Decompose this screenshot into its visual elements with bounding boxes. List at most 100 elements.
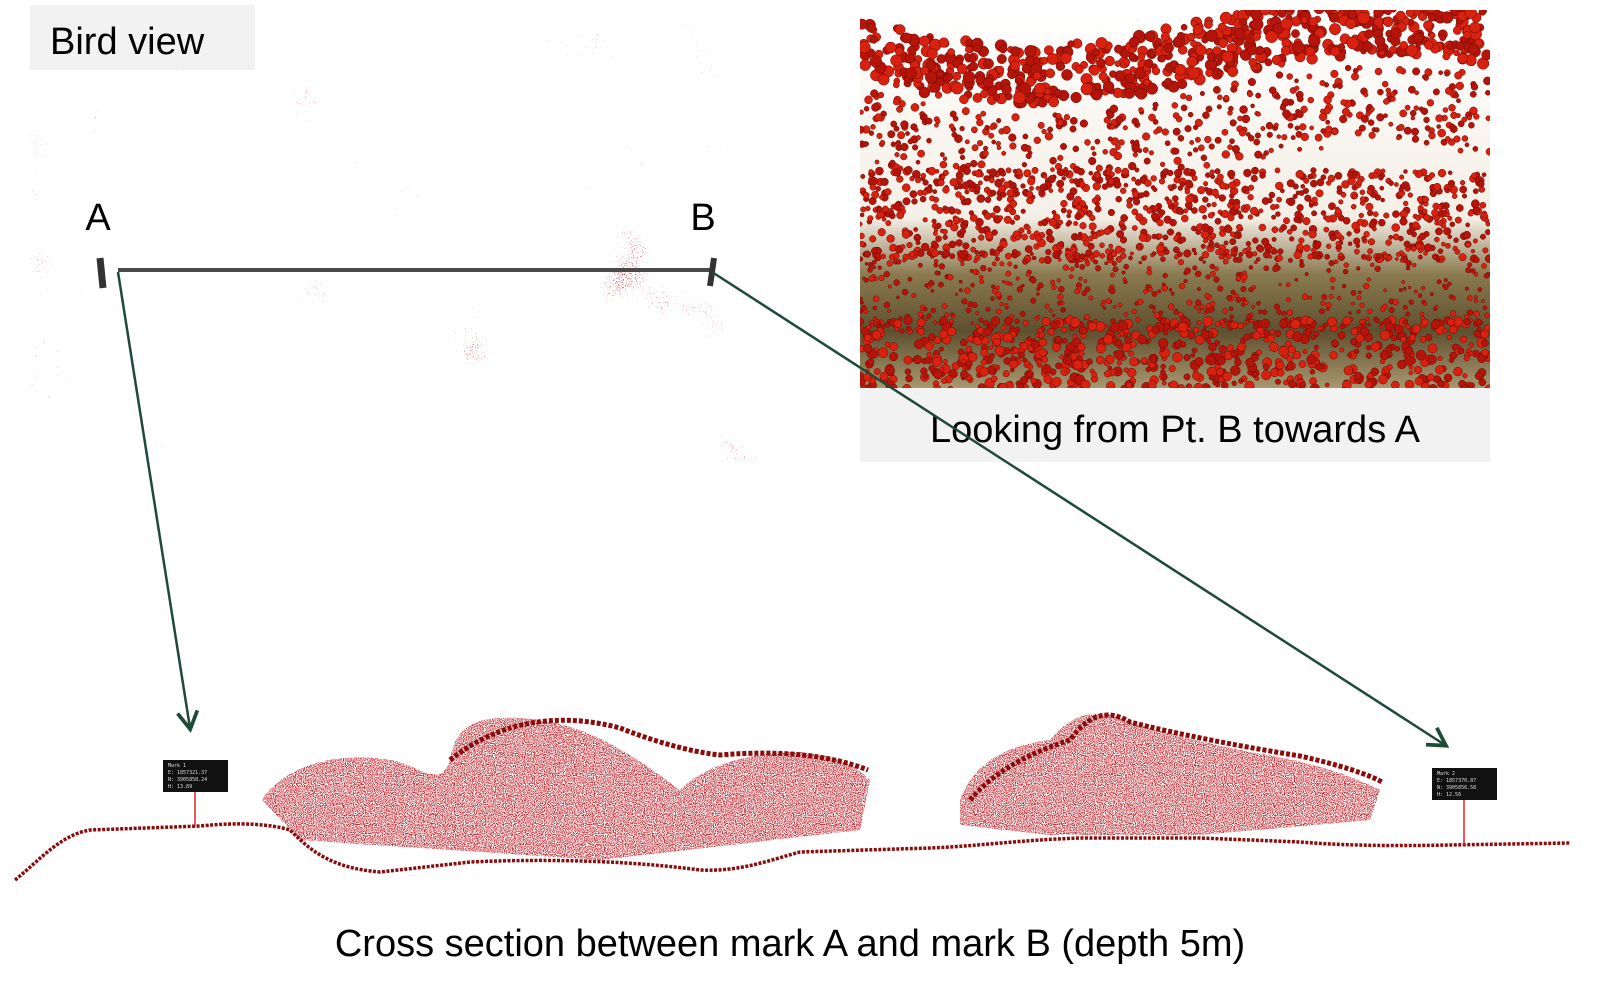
sphere <box>1024 170 1031 177</box>
sphere <box>943 235 948 240</box>
sphere <box>1409 300 1414 305</box>
sphere <box>1406 266 1410 270</box>
sphere <box>1105 249 1111 255</box>
sphere <box>1473 189 1478 194</box>
sphere <box>1111 251 1117 257</box>
sphere <box>1067 210 1072 215</box>
sphere <box>905 68 917 80</box>
sphere <box>1480 234 1485 239</box>
sphere <box>1367 278 1371 282</box>
sphere <box>1433 307 1436 310</box>
sphere <box>1171 292 1174 295</box>
sphere <box>1448 171 1452 175</box>
sphere <box>912 199 918 205</box>
sphere <box>1287 5 1294 12</box>
sphere <box>874 348 878 352</box>
sphere <box>992 140 996 144</box>
sphere <box>1364 92 1369 97</box>
sphere <box>1214 277 1220 283</box>
sphere <box>1262 371 1271 380</box>
sphere <box>1387 364 1393 370</box>
sphere <box>891 142 896 147</box>
sphere <box>1360 190 1365 195</box>
sphere <box>1177 252 1182 257</box>
sphere <box>1412 325 1421 334</box>
sphere <box>1212 202 1217 207</box>
sphere <box>1144 158 1150 164</box>
sphere <box>1117 360 1122 365</box>
sphere <box>861 174 865 178</box>
sphere <box>1132 177 1136 181</box>
sphere <box>1448 282 1452 286</box>
sphere <box>1201 155 1207 161</box>
sphere <box>1304 178 1309 183</box>
sphere <box>1445 243 1450 248</box>
sphere <box>1039 338 1047 346</box>
sphere <box>1396 136 1400 140</box>
sphere <box>1380 359 1385 364</box>
sphere <box>1184 279 1188 283</box>
sphere <box>1394 325 1402 333</box>
sphere <box>1422 3 1434 15</box>
sphere <box>858 297 862 301</box>
sphere <box>922 190 928 196</box>
sphere <box>868 216 874 222</box>
sphere <box>1196 45 1207 56</box>
sphere <box>1264 266 1269 271</box>
sphere <box>1275 331 1281 337</box>
sphere <box>1357 219 1363 225</box>
sphere <box>1092 152 1096 156</box>
sphere <box>1458 53 1468 63</box>
sphere <box>991 317 1000 326</box>
sphere <box>1360 197 1365 202</box>
sphere <box>1167 199 1173 205</box>
sphere <box>1366 345 1371 350</box>
sphere <box>934 228 938 232</box>
sphere <box>1348 10 1357 19</box>
sphere <box>983 150 989 156</box>
sphere <box>1486 222 1490 226</box>
sphere <box>1124 183 1128 187</box>
sphere <box>1404 170 1408 174</box>
sphere <box>1365 381 1372 388</box>
sphere <box>1445 188 1450 193</box>
sphere <box>1269 192 1275 198</box>
sphere <box>1219 195 1226 202</box>
sphere <box>864 344 873 353</box>
sphere <box>1188 112 1193 117</box>
sphere <box>1474 330 1481 337</box>
sphere <box>1165 78 1172 85</box>
sphere <box>1108 366 1112 370</box>
sphere <box>917 328 924 335</box>
sphere <box>1295 86 1300 91</box>
sphere <box>1020 376 1028 384</box>
sphere <box>1085 262 1090 267</box>
sphere <box>895 25 905 35</box>
sphere <box>1445 136 1450 141</box>
sphere <box>1274 304 1280 310</box>
sphere <box>1244 208 1249 213</box>
sphere <box>1436 115 1443 122</box>
sphere <box>1170 61 1178 69</box>
sphere <box>1230 238 1236 244</box>
sphere <box>1026 226 1031 231</box>
sphere <box>980 367 989 376</box>
sphere <box>986 307 990 311</box>
sphere <box>1365 317 1369 321</box>
sphere <box>1207 203 1211 207</box>
sphere <box>1021 284 1024 287</box>
sphere <box>1353 171 1358 176</box>
sphere <box>960 126 965 131</box>
sphere <box>1294 79 1298 83</box>
sphere <box>1339 115 1347 123</box>
sphere <box>860 213 864 217</box>
sphere <box>1099 72 1108 81</box>
sphere <box>871 323 875 327</box>
sphere <box>1240 106 1248 114</box>
sphere <box>1330 351 1338 359</box>
sphere <box>1130 358 1139 367</box>
sphere <box>928 167 936 175</box>
sphere <box>864 106 869 111</box>
sphere <box>1058 258 1061 261</box>
sphere <box>1277 369 1284 376</box>
